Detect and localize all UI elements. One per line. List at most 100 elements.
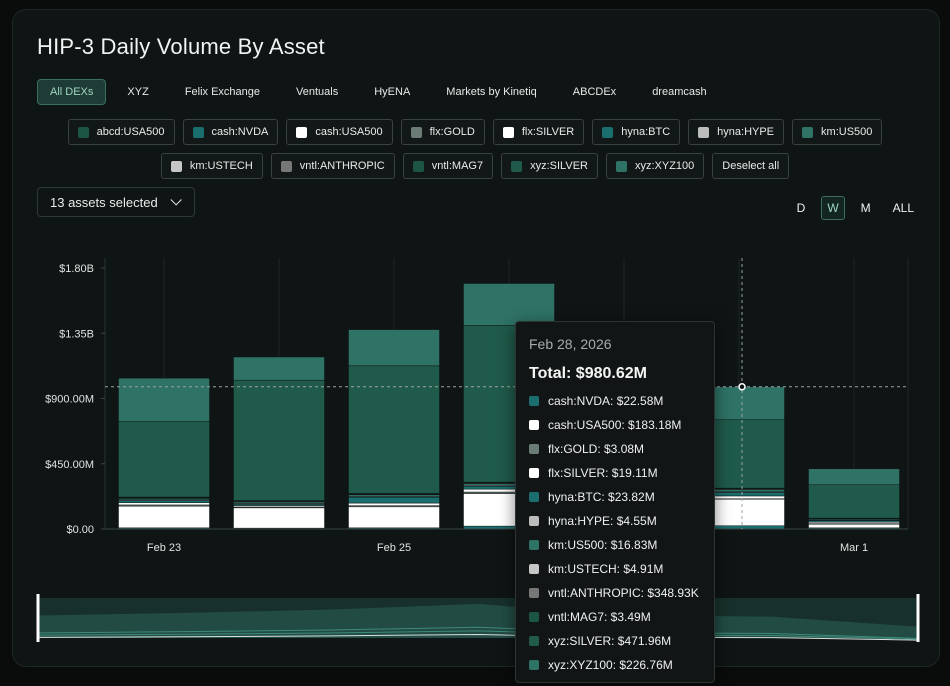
y-tick-label: $1.35B <box>59 328 94 340</box>
deselect-all-button[interactable]: Deselect all <box>712 153 790 179</box>
asset-color-swatch <box>280 160 292 172</box>
chart-tooltip: Feb 28, 2026 Total: $980.62M cash:NVDA: … <box>515 321 715 683</box>
asset-color-swatch <box>412 160 424 172</box>
asset-chip-xyz-silver[interactable]: xyz:SILVER <box>501 153 598 179</box>
dex-tab-markets-by-kinetiq[interactable]: Markets by Kinetiq <box>446 86 537 98</box>
dex-tab-hyena[interactable]: HyENA <box>374 86 411 98</box>
bar-segment <box>118 500 210 504</box>
asset-color-swatch <box>192 126 204 138</box>
tooltip-row-label: km:USTECH: $4.91M <box>548 562 664 576</box>
dex-tabs: All DEXs XYZ Felix Exchange Ventuals HyENA Ma… <box>37 79 730 105</box>
asset-color-swatch <box>511 160 523 172</box>
asset-color-swatch <box>602 126 614 138</box>
tooltip-swatch <box>529 420 539 430</box>
dex-tab-ventuals[interactable]: Ventuals <box>296 86 339 98</box>
asset-color-swatch <box>296 126 308 138</box>
tooltip-swatch <box>529 564 539 574</box>
tooltip-row-label: hyna:BTC: $23.82M <box>548 490 655 504</box>
tooltip-row: vntl:MAG7: $3.49M <box>529 605 701 629</box>
asset-chip-abcd-usa500[interactable]: abcd:USA500 <box>67 119 175 145</box>
asset-chip-label: xyz:SILVER <box>530 160 588 172</box>
dex-tab-xyz[interactable]: XYZ <box>127 86 149 98</box>
tooltip-swatch <box>529 588 539 598</box>
tooltip-row-label: xyz:XYZ100: $226.76M <box>548 658 673 672</box>
asset-chip-label: xyz:XYZ100 <box>634 160 695 172</box>
asset-chip-label: km:US500 <box>821 126 873 138</box>
brush-handle[interactable] <box>36 594 40 642</box>
tooltip-row-label: xyz:SILVER: $471.96M <box>548 634 672 648</box>
tooltip-row-label: flx:GOLD: $3.08M <box>548 442 645 456</box>
brush-series-line <box>37 626 919 639</box>
asset-chip-km-us500[interactable]: km:US500 <box>792 119 883 145</box>
tooltip-row-label: hyna:HYPE: $4.55M <box>548 514 657 528</box>
bar-segment <box>808 468 900 485</box>
dex-tab-felix-exchange[interactable]: Felix Exchange <box>184 86 261 98</box>
bar-segment <box>233 379 325 501</box>
asset-chip-vntl-anthropic[interactable]: vntl:ANTHROPIC <box>270 153 395 179</box>
asset-chip-xyz-xyz100[interactable]: xyz:XYZ100 <box>605 153 705 179</box>
tooltip-swatch <box>529 468 539 478</box>
bar-segment <box>348 502 440 506</box>
asset-chip-cash-nvda[interactable]: cash:NVDA <box>182 119 279 145</box>
asset-chip-flx-gold[interactable]: flx:GOLD <box>400 119 485 145</box>
asset-chip-label: cash:NVDA <box>211 126 269 138</box>
asset-chip-label: cash:USA500 <box>315 126 383 138</box>
asset-chip-vntl-mag7[interactable]: vntl:MAG7 <box>402 153 494 179</box>
asset-chip-row-2: km:USTECH vntl:ANTHROPIC vntl:MAG7 xyz:SILV… <box>0 153 950 179</box>
bar-segment <box>118 421 210 498</box>
period-selector: D W M ALL <box>781 196 920 220</box>
bar-segment <box>348 494 440 497</box>
asset-chip-flx-silver[interactable]: flx:SILVER <box>492 119 585 145</box>
tooltip-swatch <box>529 660 539 670</box>
tooltip-row-label: cash:NVDA: $22.58M <box>548 394 664 408</box>
x-tick-label: Feb 23 <box>147 542 181 554</box>
asset-chip-hyna-btc[interactable]: hyna:BTC <box>592 119 681 145</box>
asset-chip-label: flx:SILVER <box>521 126 575 138</box>
asset-color-swatch <box>802 126 814 138</box>
asset-chip-label: flx:GOLD <box>429 126 475 138</box>
asset-chip-hyna-hype[interactable]: hyna:HYPE <box>688 119 785 145</box>
brush-handle[interactable] <box>916 594 920 642</box>
tooltip-row: xyz:SILVER: $471.96M <box>529 629 701 653</box>
tooltip-swatch <box>529 612 539 622</box>
tooltip-row: km:USTECH: $4.91M <box>529 557 701 581</box>
period-d[interactable]: D <box>796 201 806 215</box>
period-w[interactable]: W <box>821 196 845 220</box>
x-tick-label: Feb 25 <box>377 542 411 554</box>
period-all[interactable]: ALL <box>892 201 914 215</box>
dex-tab-dreamcash[interactable]: dreamcash <box>652 86 707 98</box>
asset-chip-label: abcd:USA500 <box>96 126 165 138</box>
brush-series-line <box>37 630 919 640</box>
tooltip-row-label: flx:SILVER: $19.11M <box>548 466 658 480</box>
asset-chip-km-ustech[interactable]: km:USTECH <box>160 153 263 179</box>
tooltip-swatch <box>529 492 539 502</box>
asset-color-swatch <box>77 126 89 138</box>
x-tick-label: Mar 1 <box>840 542 868 554</box>
tooltip-row: hyna:HYPE: $4.55M <box>529 509 701 533</box>
tooltip-rows: cash:NVDA: $22.58M cash:USA500: $183.18M f… <box>529 389 701 677</box>
bar-segment <box>808 523 900 529</box>
dex-tab-all-dexs[interactable]: All DEXs <box>37 79 107 105</box>
y-tick-label: $0.00 <box>66 524 94 536</box>
bar-segment <box>233 356 325 381</box>
dex-tab-abcdex[interactable]: ABCDEx <box>572 86 617 98</box>
tooltip-swatch <box>529 396 539 406</box>
tooltip-row-label: vntl:MAG7: $3.49M <box>548 610 651 624</box>
asset-color-swatch <box>170 160 182 172</box>
tooltip-row: cash:NVDA: $22.58M <box>529 389 701 413</box>
tooltip-row-label: cash:USA500: $183.18M <box>548 418 682 432</box>
bar-segment <box>118 505 210 529</box>
period-m[interactable]: M <box>860 201 871 215</box>
asset-chip-label: vntl:MAG7 <box>431 160 484 172</box>
asset-color-swatch <box>698 126 710 138</box>
tooltip-total: Total: $980.62M <box>529 365 647 382</box>
asset-chip-label: km:USTECH <box>189 160 253 172</box>
asset-chip-cash-usa500[interactable]: cash:USA500 <box>286 119 393 145</box>
tooltip-swatch <box>529 516 539 526</box>
tooltip-row: xyz:XYZ100: $226.76M <box>529 653 701 677</box>
assets-selected-dropdown[interactable]: 13 assets selected <box>37 187 195 217</box>
tooltip-row: flx:GOLD: $3.08M <box>529 437 701 461</box>
tooltip-row: vntl:ANTHROPIC: $348.93K <box>529 581 701 605</box>
tooltip-swatch <box>529 636 539 646</box>
bar-segment <box>118 502 210 506</box>
